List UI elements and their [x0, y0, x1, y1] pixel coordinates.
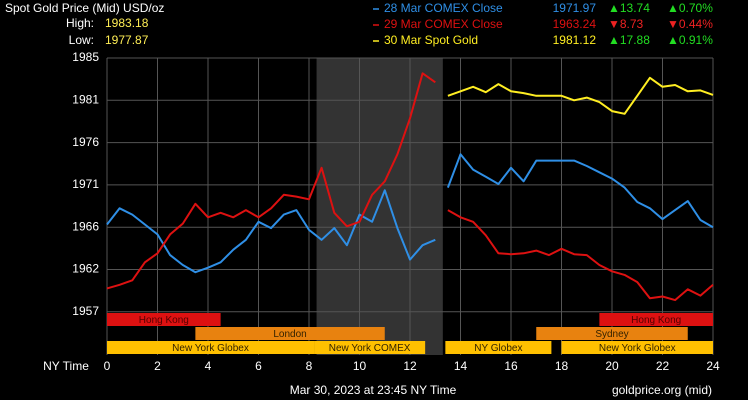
y-tick-label: 1957 [72, 304, 99, 318]
x-tick-label: 12 [403, 359, 417, 373]
price-line [447, 76, 714, 115]
legend-change-pct: ▲0.91% [667, 33, 713, 47]
legend-change: ▲13.74 [608, 1, 650, 15]
x-tick-label: 8 [306, 359, 313, 373]
y-tick-label: 1971 [72, 177, 99, 191]
legend-close: 1971.97 [553, 1, 597, 15]
y-tick-label: 1976 [72, 135, 99, 149]
low-label: Low: [69, 33, 94, 47]
session-bar [561, 341, 713, 354]
high-label: High: [66, 16, 94, 30]
session-label: London [273, 329, 306, 340]
y-tick-label: 1966 [72, 219, 99, 233]
session-label: New York COMEX [329, 343, 411, 354]
x-tick-label: 2 [154, 359, 161, 373]
price-line [106, 153, 714, 274]
session-bar [107, 341, 315, 354]
low-value: 1977.87 [105, 33, 149, 47]
legend-name: 30 Mar Spot Gold [384, 33, 478, 47]
price-line [106, 72, 714, 302]
session-bar [445, 341, 552, 354]
source: goldprice.org (mid) [612, 383, 712, 397]
y-tick-label: 1981 [72, 92, 99, 106]
legend-change-pct: ▲0.70% [667, 1, 713, 15]
x-tick-label: 18 [555, 359, 569, 373]
x-axis-label: NY Time [43, 359, 89, 373]
session-bar [536, 327, 688, 340]
session-label: Hong Kong [631, 315, 681, 326]
chart-title: Spot Gold Price (Mid) USD/oz [5, 1, 164, 15]
legend-name: 29 Mar COMEX Close [384, 17, 503, 31]
y-tick-label: 1985 [72, 50, 99, 64]
legend-name: 28 Mar COMEX Close [384, 1, 503, 15]
session-label: NY Globex [474, 343, 522, 354]
footer: Mar 30, 2023 at 23:45 NY Time [290, 383, 457, 397]
session-label: Hong Kong [139, 315, 189, 326]
session-bar [195, 327, 385, 340]
session-bar [599, 313, 713, 326]
x-tick-label: 4 [205, 359, 212, 373]
x-tick-label: 22 [656, 359, 670, 373]
session-bar [107, 313, 221, 326]
session-bar [314, 341, 426, 354]
legend-close: 1963.24 [553, 17, 597, 31]
x-tick-label: 24 [706, 359, 720, 373]
x-tick-label: 20 [605, 359, 619, 373]
x-tick-label: 0 [104, 359, 111, 373]
x-tick-label: 14 [454, 359, 468, 373]
session-label: New York Globex [172, 343, 249, 354]
shaded-range [316, 58, 443, 355]
high-value: 1983.18 [105, 16, 149, 30]
session-label: New York Globex [599, 343, 676, 354]
legend-change-pct: ▼0.44% [667, 17, 713, 31]
plot [106, 57, 714, 355]
session-label: Sydney [595, 329, 628, 340]
legend-change: ▼8.73 [608, 17, 644, 31]
x-tick-label: 6 [255, 359, 262, 373]
y-tick-label: 1962 [72, 262, 99, 276]
x-tick-label: 16 [504, 359, 518, 373]
legend-close: 1981.12 [553, 33, 597, 47]
x-tick-label: 10 [353, 359, 367, 373]
legend-change: ▲17.88 [608, 33, 650, 47]
